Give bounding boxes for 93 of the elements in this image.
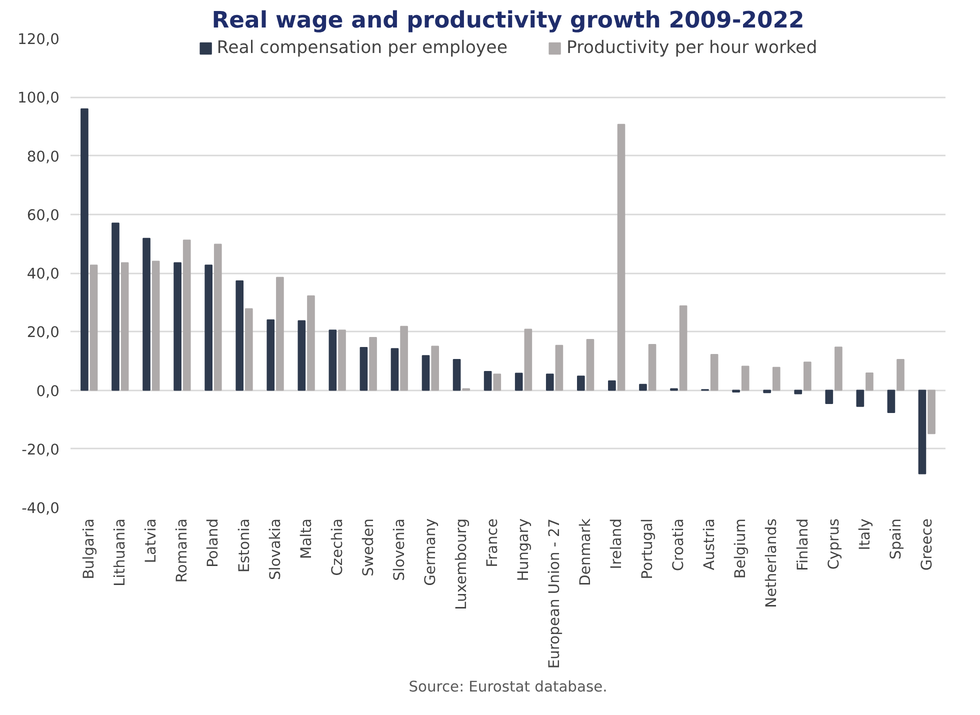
bar [639, 384, 647, 391]
source-note: Source: Eurostat database. [408, 678, 608, 696]
x-tick-label: Poland [204, 518, 222, 568]
bar [825, 390, 834, 404]
bar [856, 390, 864, 407]
bar [763, 390, 771, 394]
bar [338, 330, 346, 391]
x-tick-label: Luxembourg [452, 518, 470, 610]
bar [772, 366, 780, 391]
x-tick-label: Denmark [577, 518, 594, 586]
bar [369, 336, 377, 391]
y-tick-label: 0,0 [36, 382, 60, 400]
bar [80, 108, 88, 391]
bar [152, 260, 160, 391]
bar [90, 264, 98, 391]
bar [918, 390, 926, 474]
bar [524, 328, 532, 391]
x-tick-label: Portugal [639, 518, 656, 580]
x-tick-label: Germany [422, 518, 439, 586]
y-tick-label: 60,0 [26, 206, 60, 224]
y-tick-label: 20,0 [26, 324, 60, 342]
bar [794, 390, 802, 394]
y-tick-label: 100,0 [18, 90, 60, 107]
bar [245, 308, 253, 391]
bar [214, 244, 222, 391]
bar [174, 262, 182, 391]
bar [577, 376, 585, 391]
x-tick-label: Bulgaria [80, 518, 98, 580]
x-tick-label: Romania [174, 518, 191, 583]
x-tick-label: Italy [856, 518, 874, 550]
legend-label: Productivity per hour worked [566, 38, 818, 58]
bar [617, 124, 626, 391]
bar [586, 339, 594, 391]
bar [142, 238, 150, 391]
bar [422, 355, 430, 391]
bar [514, 372, 523, 391]
bar [896, 358, 904, 391]
bar [648, 344, 656, 391]
bar [866, 372, 874, 391]
bar [390, 348, 399, 391]
bar [484, 370, 492, 391]
bar [608, 380, 616, 391]
y-tick-label: -40,0 [22, 500, 60, 517]
x-tick-label: Ireland [608, 518, 626, 570]
x-tick-label: Spain [887, 518, 904, 560]
x-tick-label: Estonia [236, 518, 253, 572]
bar [679, 305, 688, 391]
x-tick-label: Malta [298, 518, 315, 559]
bar [112, 222, 120, 391]
x-tick-label: Finland [794, 518, 812, 571]
y-tick-label: 120,0 [18, 31, 60, 48]
bar [266, 319, 275, 391]
bar [400, 326, 408, 391]
bar [928, 390, 936, 434]
x-tick-label: Greece [918, 518, 936, 571]
bar [710, 354, 718, 391]
x-tick-label: Latvia [142, 518, 160, 564]
bar [276, 276, 284, 391]
y-tick-label: 40,0 [26, 266, 60, 282]
x-tick-label: Belgium [732, 518, 750, 579]
y-tick-label: 80,0 [26, 148, 60, 166]
bar [236, 280, 244, 391]
bar [452, 358, 461, 391]
bar [120, 262, 129, 391]
x-tick-label: Slovenia [390, 518, 408, 581]
bar [307, 295, 315, 391]
bar [182, 240, 191, 391]
bar [546, 374, 554, 391]
bar [804, 362, 812, 391]
bar [204, 264, 212, 391]
x-tick-label: Hungary [515, 518, 532, 582]
x-tick-label: Lithuania [112, 518, 129, 586]
bar [360, 346, 368, 391]
bar [741, 366, 750, 391]
legend-label: Real compensation per employee [216, 38, 508, 58]
bar [493, 374, 502, 391]
x-tick-label: Sweden [360, 518, 377, 576]
bar [834, 346, 842, 391]
bar [887, 390, 896, 414]
bar [298, 320, 306, 391]
x-tick-label: Austria [701, 518, 718, 570]
bar [555, 344, 564, 391]
x-tick-label: France [484, 518, 501, 568]
x-tick-label: European Union - 27 [546, 518, 564, 669]
chart-title: Real wage and productivity growth 2009-2022 [212, 8, 804, 34]
x-tick-label: Netherlands [763, 518, 780, 608]
bar [328, 330, 337, 391]
x-tick-label: Slovakia [266, 518, 284, 580]
x-tick-label: Czechia [328, 518, 346, 576]
x-tick-label: Croatia [670, 518, 688, 572]
x-tick-label: Cyprus [825, 518, 842, 570]
y-tick-label: -20,0 [22, 441, 60, 458]
bar [431, 346, 439, 391]
